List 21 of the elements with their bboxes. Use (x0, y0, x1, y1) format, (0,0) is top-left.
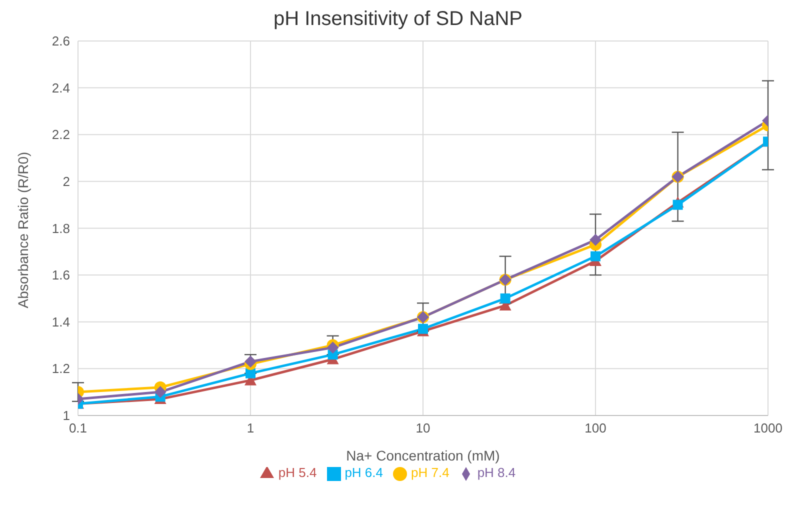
y-tick-label: 1.4 (52, 314, 70, 330)
y-tick-label: 1 (62, 408, 70, 424)
legend-label: pH 5.4 (278, 465, 317, 480)
y-tick-label: 2.6 (52, 34, 70, 49)
x-tick-label: 10 (416, 420, 430, 436)
x-tick-label: 0.1 (68, 420, 88, 436)
y-axis-title: Absorbance Ratio (R/R0) (14, 152, 31, 308)
x-tick-label: 1 (246, 420, 254, 436)
x-tick-label: 1000 (754, 420, 782, 436)
chart-title: pH Insensitivity of SD NaNP (272, 8, 524, 31)
y-tick-label: 1.8 (52, 220, 70, 236)
legend-label: pH 6.4 (344, 465, 383, 480)
y-tick-label: 2 (62, 174, 70, 190)
legend-label: pH 7.4 (411, 465, 450, 480)
y-tick-label: 1.6 (52, 268, 70, 283)
y-tick-label: 2.2 (52, 127, 70, 142)
legend-label: pH 8.4 (477, 465, 516, 480)
x-tick-label: 100 (584, 420, 606, 436)
y-tick-label: 1.2 (52, 361, 70, 376)
x-axis-title: Na+ Concentration (mM) (346, 447, 500, 464)
y-tick-label: 2.4 (52, 80, 70, 96)
